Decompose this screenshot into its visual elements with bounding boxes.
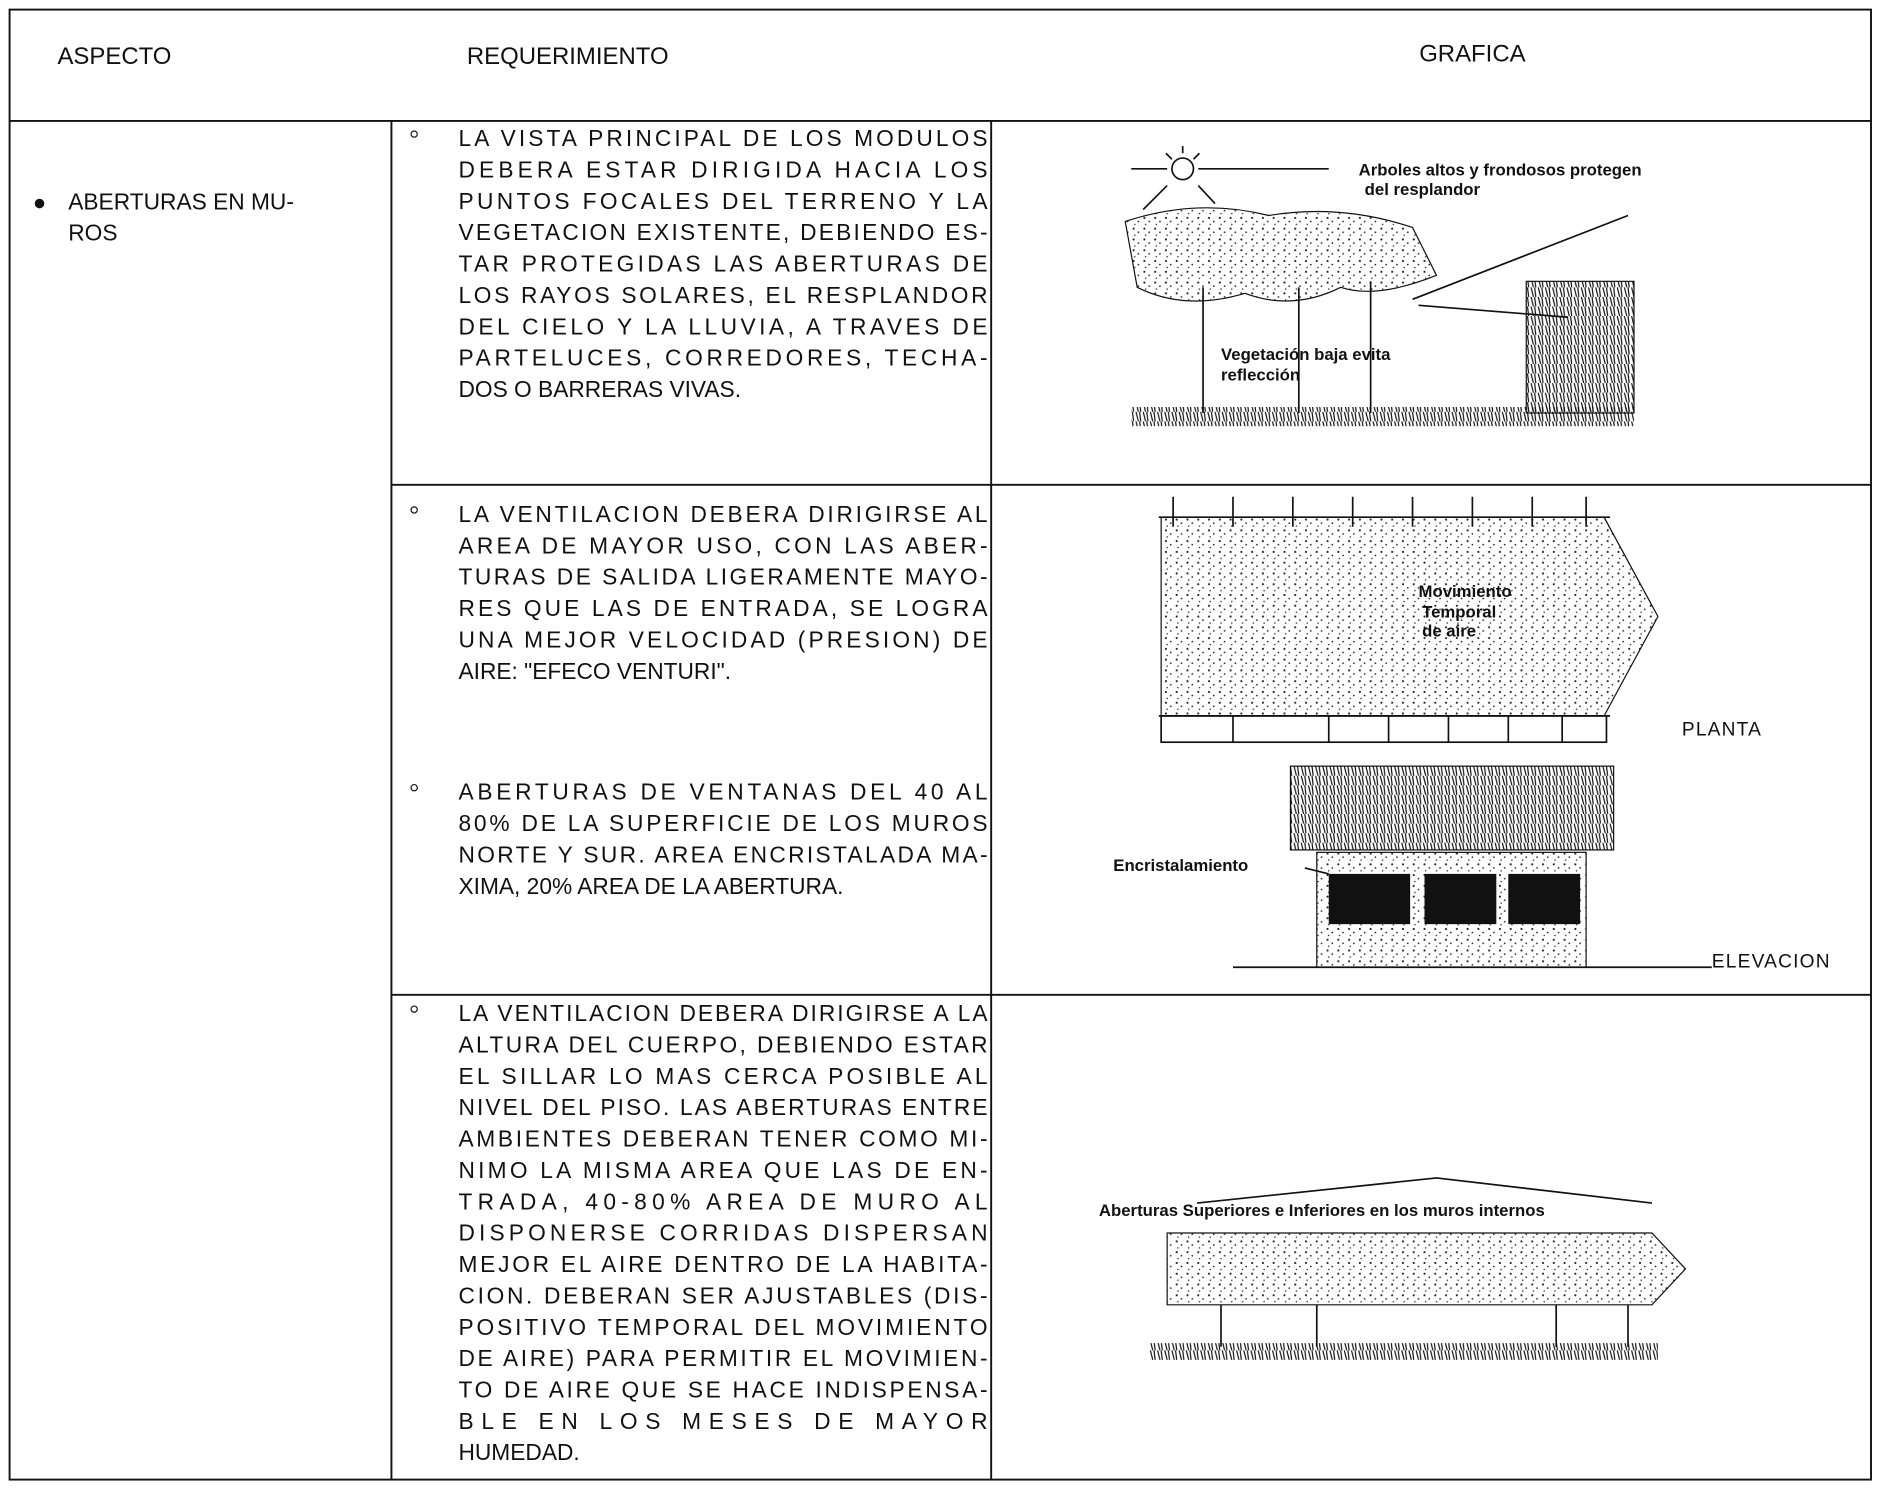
requirement-line: TO DE AIRE QUE SE HACE INDISPENSA-	[458, 1376, 987, 1402]
requirement-line: TURAS DE SALIDA LIGERAMENTE MAYO-	[458, 564, 987, 590]
requirement-line: LOS RAYOS SOLARES, EL RESPLANDOR	[458, 282, 987, 308]
requirement-line: TAR PROTEGIDAS LAS ABERTURAS DE	[458, 251, 987, 277]
figure-plan: Movimiento Temporal de aire PLANTA	[1158, 496, 1762, 744]
requirement-line: MEJOR EL AIRE DENTRO DE LA HABITA-	[458, 1251, 987, 1277]
requirement-line: NIMO LA MISMA AREA QUE LAS DE EN-	[458, 1157, 987, 1183]
requirement-line: DISPONERSE CORRIDAS DISPERSAN	[458, 1220, 987, 1246]
requirement-line: RES QUE LAS DE ENTRADA, SE LOGRA	[458, 595, 988, 621]
figure-label: Encristalamiento	[1113, 856, 1248, 875]
requirement-line: HUMEDAD.	[458, 1439, 579, 1465]
aspect-line: ABERTURAS EN MU-	[68, 189, 294, 215]
requirement-line: NIVEL DEL PISO. LAS ABERTURAS ENTRE	[458, 1094, 987, 1120]
figure-section: Aberturas Superiores e Inferiores en los…	[1099, 1177, 1687, 1360]
requirement-line: LA VENTILACION DEBERA DIRIGIRSE A LA	[458, 1000, 988, 1026]
figure-label: de aire	[1422, 621, 1476, 640]
requirement-line: AREA DE MAYOR USO, CON LAS ABER-	[458, 532, 987, 558]
view-label: PLANTA	[1682, 719, 1762, 740]
column-header: ASPECTO	[57, 43, 171, 70]
requirement-line: UNA MEJOR VELOCIDAD (PRESION) DE	[458, 626, 987, 652]
requirement-line: DE AIRE) PARA PERMITIR EL MOVIMIEN-	[458, 1345, 987, 1371]
requirement-line: ALTURA DEL CUERPO, DEBIENDO ESTAR	[458, 1031, 987, 1057]
requirement-cells: LA VISTA PRINCIPAL DE LOS MODULOS DEBERA …	[410, 125, 988, 1465]
requirement-line: AIRE: "EFECO VENTURI".	[458, 658, 731, 684]
requirement-line: 80% DE LA SUPERFICIE DE LOS MUROS	[458, 810, 987, 836]
figure-label: Vegetación baja evita	[1221, 345, 1391, 364]
requirement-line: CION. DEBERAN SER AJUSTABLES (DIS-	[458, 1282, 987, 1308]
requirement-line: NORTE Y SUR. AREA ENCRISTALADA MA-	[458, 841, 987, 867]
requirement-line: XIMA, 20% AREA DE LA ABERTURA.	[458, 873, 843, 899]
aspect-cell: ABERTURAS EN MU- ROS	[68, 189, 294, 246]
table-border	[8, 8, 1872, 1481]
table-grid	[8, 8, 1872, 1481]
figure-elevation: Encristalamiento ELEVACION	[1113, 765, 1831, 973]
requirement-line: BLE EN LOS MESES DE MAYOR	[458, 1408, 987, 1434]
figure-label: Arboles altos y frondosos protegen	[1359, 161, 1642, 180]
requirement-line: ABERTURAS DE VENTANAS DEL 40 AL	[458, 779, 987, 805]
figure-label: Movimiento	[1419, 582, 1512, 601]
requirement-line: POSITIVO TEMPORAL DEL MOVIMIENTO	[458, 1314, 987, 1340]
item-marker	[410, 783, 418, 792]
requirement-line: DEL CIELO Y LA LLUVIA, A TRAVES DE	[458, 313, 987, 339]
requirement-line: EL SILLAR LO MAS CERCA POSIBLE AL	[458, 1063, 987, 1089]
aspect-line: ROS	[68, 220, 117, 246]
item-marker	[410, 506, 418, 514]
requirement-line: DOS O BARRERAS VIVAS.	[458, 376, 741, 402]
requirement-line: LA VISTA PRINCIPAL DE LOS MODULOS	[458, 125, 987, 151]
figure-label: reflección	[1221, 365, 1300, 384]
item-marker	[410, 1005, 418, 1013]
requirement-line: TRADA, 40-80% AREA DE MURO AL	[458, 1188, 987, 1214]
requirement-line: AMBIENTES DEBERAN TENER COMO MI-	[458, 1126, 987, 1152]
requirement-line: VEGETACION EXISTENTE, DEBIENDO ES-	[458, 219, 987, 245]
requirement-line: LA VENTILACION DEBERA DIRIGIRSE AL	[458, 501, 987, 527]
figure-label: Aberturas Superiores e Inferiores en los…	[1099, 1201, 1545, 1220]
requirement-line: PUNTOS FOCALES DEL TERRENO Y LA	[458, 188, 988, 214]
view-label: ELEVACION	[1712, 952, 1831, 973]
requirement-line: DEBERA ESTAR DIRIGIDA HACIA LOS	[458, 156, 987, 182]
requirement-line: PARTELUCES, CORREDORES, TECHA-	[458, 345, 987, 371]
figure-label: del resplandor	[1365, 180, 1481, 199]
figure-trees: Arboles altos y frondosos protegen del r…	[1124, 146, 1642, 427]
column-header: REQUERIMIENTO	[467, 43, 669, 70]
bullet	[34, 198, 45, 209]
item-marker	[410, 130, 418, 138]
figure-label: Temporal	[1422, 602, 1496, 621]
column-header: GRAFICA	[1419, 40, 1525, 67]
